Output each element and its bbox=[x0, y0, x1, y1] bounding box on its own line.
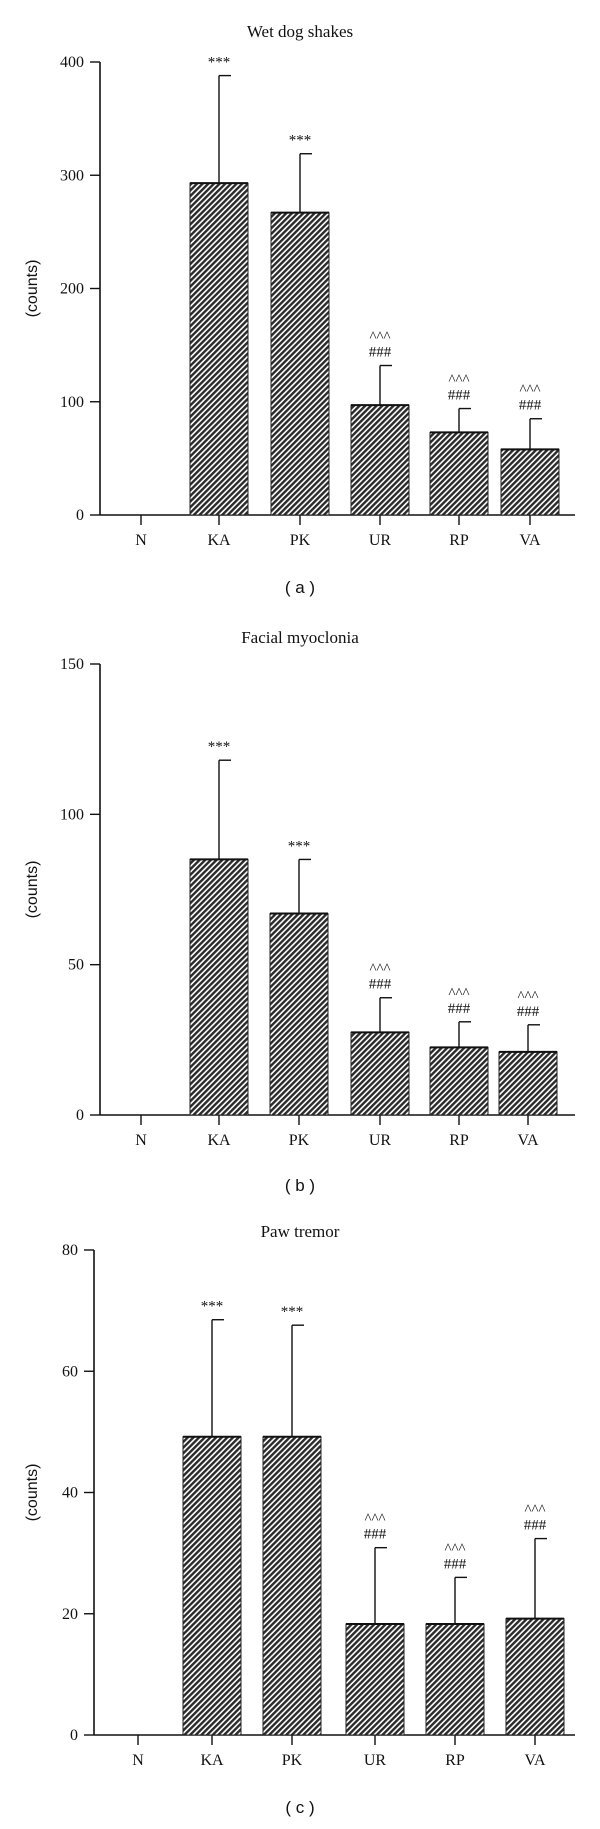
bar-ur bbox=[350, 1031, 410, 1116]
y-tick-label: 100 bbox=[60, 806, 84, 823]
x-tick-label: KA bbox=[200, 1752, 224, 1769]
significance-stars: *** bbox=[208, 55, 231, 71]
chart-panel-2: Facial myoclonia 0 50 100 150 (counts) N KA *** P… bbox=[24, 628, 575, 1195]
significance-stars: *** bbox=[208, 739, 231, 755]
y-tick-label: 100 bbox=[60, 394, 84, 411]
chart-panel-1: Wet dog shakes 0 100 200 300 400 (counts) N KA **… bbox=[24, 22, 575, 597]
y-tick-label: 400 bbox=[60, 54, 84, 71]
x-tick-label: N bbox=[135, 532, 147, 549]
x-tick-label: UR bbox=[369, 532, 392, 549]
significance-carets: ^^^ bbox=[517, 989, 538, 1005]
bar-va bbox=[498, 1051, 558, 1116]
significance-carets: ^^^ bbox=[448, 373, 469, 389]
x-tick-label: VA bbox=[519, 532, 540, 549]
significance-hashes: ### bbox=[364, 1527, 387, 1543]
x-tick-label: VA bbox=[517, 1132, 538, 1149]
x-tick-label: UR bbox=[369, 1132, 392, 1149]
y-tick-label: 200 bbox=[60, 281, 84, 298]
significance-carets: ^^^ bbox=[444, 1541, 465, 1557]
x-tick-label: PK bbox=[282, 1752, 303, 1769]
bar-pk bbox=[269, 913, 329, 1116]
y-tick-label: 300 bbox=[60, 167, 84, 184]
y-tick-label: 0 bbox=[76, 1107, 84, 1124]
x-tick-label: UR bbox=[364, 1752, 387, 1769]
significance-hashes: ### bbox=[524, 1518, 547, 1534]
significance-hashes: ### bbox=[369, 977, 392, 993]
significance-hashes: ### bbox=[448, 1001, 471, 1017]
y-tick-label: 20 bbox=[62, 1606, 78, 1623]
x-tick-label: RP bbox=[449, 1132, 469, 1149]
significance-carets: ^^^ bbox=[364, 1512, 385, 1528]
x-tick-label: RP bbox=[449, 532, 469, 549]
x-tick-label: RP bbox=[445, 1752, 465, 1769]
significance-stars: *** bbox=[288, 838, 311, 854]
bar-pk bbox=[270, 212, 330, 516]
bar-ur bbox=[345, 1623, 405, 1736]
bar-va bbox=[505, 1618, 565, 1736]
significance-carets: ^^^ bbox=[524, 1503, 545, 1519]
significance-carets: ^^^ bbox=[369, 962, 390, 978]
significance-hashes: ### bbox=[517, 1004, 540, 1020]
bar-ka bbox=[189, 858, 249, 1116]
chart-title: Facial myoclonia bbox=[241, 628, 359, 647]
panel-label: ( c ) bbox=[285, 1798, 314, 1817]
y-axis-label: (counts) bbox=[24, 861, 41, 919]
significance-carets: ^^^ bbox=[369, 330, 390, 346]
x-tick-label: N bbox=[135, 1132, 147, 1149]
y-tick-label: 40 bbox=[62, 1485, 78, 1502]
significance-carets: ^^^ bbox=[448, 986, 469, 1002]
significance-hashes: ### bbox=[369, 345, 392, 361]
x-tick-label: VA bbox=[524, 1752, 545, 1769]
x-tick-label: KA bbox=[207, 532, 231, 549]
panel-label: ( b ) bbox=[285, 1176, 315, 1195]
significance-stars: *** bbox=[281, 1304, 304, 1320]
chart-panel-3: Paw tremor 0 20 40 60 80 (counts) N KA *** PK *** UR… bbox=[24, 1222, 575, 1817]
bar-va bbox=[500, 448, 560, 516]
bar-rp bbox=[425, 1623, 485, 1736]
bar-rp bbox=[429, 431, 489, 516]
y-tick-label: 0 bbox=[70, 1727, 78, 1744]
y-tick-label: 50 bbox=[68, 957, 84, 974]
y-tick-label: 60 bbox=[62, 1363, 78, 1380]
y-tick-label: 0 bbox=[76, 507, 84, 524]
x-tick-label: PK bbox=[289, 1132, 310, 1149]
significance-carets: ^^^ bbox=[519, 383, 540, 399]
significance-hashes: ### bbox=[444, 1556, 467, 1572]
x-tick-label: N bbox=[132, 1752, 144, 1769]
y-axis-label: (counts) bbox=[24, 260, 41, 318]
bar-rp bbox=[429, 1046, 489, 1116]
x-tick-label: KA bbox=[207, 1132, 231, 1149]
x-tick-label: PK bbox=[290, 532, 311, 549]
chart-title: Paw tremor bbox=[261, 1222, 340, 1241]
y-tick-label: 150 bbox=[60, 656, 84, 673]
bar-ka bbox=[182, 1436, 242, 1736]
y-tick-label: 80 bbox=[62, 1242, 78, 1259]
significance-stars: *** bbox=[289, 133, 312, 149]
chart-title: Wet dog shakes bbox=[247, 22, 353, 41]
bar-ka bbox=[189, 182, 249, 516]
bar-ur bbox=[350, 404, 410, 516]
significance-hashes: ### bbox=[519, 398, 542, 414]
y-axis-label: (counts) bbox=[24, 1464, 41, 1522]
significance-hashes: ### bbox=[448, 388, 471, 404]
bar-pk bbox=[262, 1436, 322, 1736]
significance-stars: *** bbox=[201, 1299, 224, 1315]
panel-label: ( a ) bbox=[285, 578, 315, 597]
